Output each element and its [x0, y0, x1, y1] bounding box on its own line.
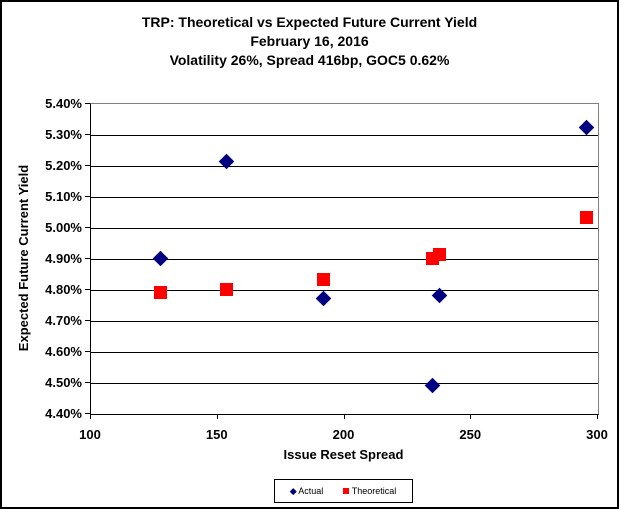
x-axis-tick: [216, 414, 218, 419]
x-axis-tick-label: 300: [586, 427, 608, 442]
gridline: [91, 383, 598, 384]
x-axis-tick-label: 250: [459, 427, 482, 442]
y-axis-tick-label: 4.60%: [45, 343, 82, 359]
y-axis-tick-label: 5.40%: [45, 95, 82, 111]
x-axis-tick-label: 200: [332, 427, 355, 442]
x-axis-tick: [343, 414, 345, 419]
legend: Actual Theoretical: [274, 479, 413, 503]
y-axis-tick-label: 5.10%: [45, 188, 82, 204]
gridline: [91, 166, 598, 167]
gridline: [91, 135, 598, 136]
x-axis-tick-label: 100: [79, 427, 101, 442]
x-axis-tick: [90, 414, 91, 419]
y-axis-tick: [85, 413, 90, 414]
x-axis-tick: [470, 414, 472, 419]
y-axis-tick: [85, 258, 90, 259]
actual-marker-icon: [289, 487, 297, 495]
legend-label-theoretical: Theoretical: [351, 486, 397, 496]
data-point-theoretical: [433, 248, 447, 262]
y-axis-tick-label: 4.40%: [45, 405, 82, 421]
y-axis-tick-label: 5.00%: [45, 219, 82, 235]
y-axis-tick: [85, 351, 90, 352]
y-axis-tick-label: 4.90%: [45, 250, 82, 266]
y-axis-tick: [85, 227, 90, 228]
theoretical-marker-icon: [343, 488, 349, 494]
y-axis-tick-label: 4.50%: [45, 374, 82, 390]
y-axis-tick: [85, 320, 90, 321]
x-axis-tick-label: 150: [205, 427, 228, 442]
x-axis-title: Issue Reset Spread: [283, 447, 404, 462]
data-point-theoretical: [316, 273, 330, 287]
legend-item-theoretical: Theoretical: [343, 486, 396, 496]
x-axis-tick: [597, 414, 598, 419]
plot-area: [90, 103, 599, 415]
y-axis-tick: [85, 196, 90, 197]
data-point-theoretical: [580, 211, 594, 225]
y-axis-title: Expected Future Current Yield: [16, 164, 31, 352]
y-axis-tick: [85, 382, 90, 383]
y-axis-tick-label: 4.70%: [45, 312, 82, 328]
chart-subtitle-params: Volatility 26%, Spread 416bp, GOC5 0.62%: [169, 52, 450, 68]
chart-title: TRP: Theoretical vs Expected Future Curr…: [141, 14, 478, 30]
y-axis-tick-label: 5.30%: [45, 126, 82, 142]
chart-title-block: TRP: Theoretical vs Expected Future Curr…: [2, 13, 617, 70]
gridline: [91, 352, 598, 353]
y-axis-tick: [85, 165, 90, 166]
chart-subtitle-date: February 16, 2016: [250, 33, 369, 49]
y-axis-tick: [85, 289, 90, 290]
y-axis-tick: [85, 134, 90, 135]
gridline: [91, 321, 598, 322]
data-point-theoretical: [154, 285, 168, 299]
data-point-theoretical: [220, 282, 234, 296]
gridline: [91, 228, 598, 229]
legend-label-actual: Actual: [298, 486, 324, 496]
gridline: [91, 197, 598, 198]
y-axis-tick: [85, 103, 90, 104]
y-axis-tick-label: 5.20%: [45, 157, 82, 173]
gridline: [91, 290, 598, 291]
gridline: [91, 259, 598, 260]
legend-item-actual: Actual: [289, 486, 324, 496]
y-axis-tick-label: 4.80%: [45, 281, 82, 297]
